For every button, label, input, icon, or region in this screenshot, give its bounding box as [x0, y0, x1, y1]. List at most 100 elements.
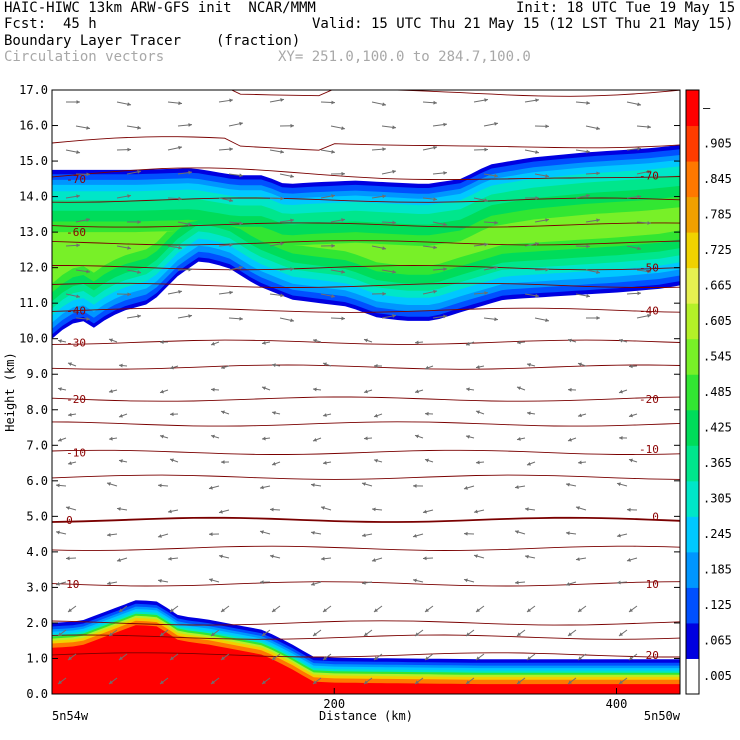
circulation-vector-head-60 — [86, 217, 90, 222]
circulation-vector-head-19 — [443, 122, 447, 127]
circulation-vector-head-176 — [466, 434, 470, 439]
circulation-vector-head-232 — [270, 554, 274, 559]
circulation-vector-head-205 — [117, 507, 121, 511]
circulation-vector-head-249 — [515, 580, 519, 585]
circulation-vector-head-190 — [578, 460, 582, 465]
circulation-vector-head-112 — [290, 318, 294, 323]
circulation-vector-head-255 — [221, 608, 225, 612]
circulation-vector-head-178 — [568, 437, 572, 442]
circulation-vector-head-290 — [160, 680, 164, 684]
circulation-vector-head-220 — [260, 530, 264, 534]
circulation-vector-head-50 — [178, 196, 182, 201]
y-tick-label-2: 2.0 — [26, 616, 48, 630]
circulation-vector-head-253 — [119, 608, 123, 612]
circulation-vector-head-84 — [86, 269, 90, 274]
circulation-vector-head-268 — [262, 632, 266, 636]
circulation-vector-head-20 — [494, 122, 498, 126]
circulation-vector-head-79 — [433, 245, 437, 250]
circulation-vector-head-187 — [425, 458, 429, 463]
circulation-vector-head-208 — [270, 507, 274, 512]
circulation-vector-head-141 — [527, 363, 531, 367]
circulation-vector-head-237 — [525, 554, 529, 559]
circulation-vector-head-156 — [68, 412, 72, 417]
circulation-vector-head-264 — [58, 632, 62, 636]
circulation-vector-head-184 — [272, 461, 276, 466]
circulation-vector-head-18 — [392, 125, 396, 130]
contour-label-left-6: 0 — [66, 514, 73, 527]
circulation-vector-head-173 — [313, 437, 317, 442]
temperature-contour-13 — [52, 282, 680, 288]
circulation-vector-head-37 — [137, 170, 141, 174]
circulation-vector-head-72 — [76, 243, 80, 248]
circulation-vector-head-137 — [323, 362, 327, 367]
circulation-vector-head-244 — [260, 580, 264, 585]
circulation-vector-head-221 — [311, 530, 315, 535]
circulation-vector-head-272 — [466, 632, 470, 636]
circulation-vector-head-144 — [58, 387, 62, 391]
circulation-vector-head-182 — [170, 458, 174, 463]
circulation-vector-head-117 — [545, 318, 549, 323]
circulation-vector-head-3 — [229, 98, 233, 103]
circulation-vector-head-225 — [515, 530, 519, 534]
circulation-vector-head-134 — [170, 365, 174, 370]
circulation-vector-head-8 — [484, 98, 488, 103]
circulation-vector-head-78 — [382, 246, 386, 251]
circulation-vector-head-96 — [76, 294, 80, 299]
circulation-vector-head-270 — [364, 632, 368, 636]
circulation-vector-head-229 — [117, 558, 121, 562]
temperature-contour-4 — [52, 545, 680, 551]
circulation-vector-head-148 — [262, 386, 266, 391]
circulation-vector-head-273 — [517, 632, 521, 636]
circulation-vector-head-64 — [290, 218, 294, 223]
circulation-vector-head-285 — [527, 656, 531, 660]
temperature-contour-17 — [52, 197, 680, 203]
circulation-vector-head-236 — [474, 554, 478, 559]
circulation-vector-head-65 — [341, 218, 345, 222]
circulation-vector-head-73 — [127, 246, 131, 250]
circulation-vector-head-52 — [280, 196, 284, 201]
circulation-vector-head-108 — [86, 317, 90, 321]
circulation-vector-head-124 — [262, 340, 266, 345]
colorbar-label-14: .845 — [703, 172, 732, 186]
circulation-vector-head-183 — [221, 460, 225, 465]
circulation-vector-head-181 — [119, 459, 123, 463]
colorbar-swatch-14 — [686, 161, 699, 198]
circulation-vector-head-166 — [578, 413, 582, 418]
circulation-vector-head-296 — [466, 680, 470, 684]
circulation-vector-head-57 — [535, 196, 539, 200]
circulation-vector-head-38 — [188, 170, 192, 175]
circulation-vector-head-266 — [160, 632, 164, 636]
circulation-vector-head-219 — [209, 532, 213, 537]
circulation-vector-head-277 — [119, 656, 123, 660]
circulation-vector-head-242 — [158, 578, 162, 583]
circulation-vector-head-129 — [517, 340, 521, 345]
circulation-vector-head-51 — [229, 198, 233, 203]
circulation-vector-head-41 — [341, 171, 345, 176]
temperature-contour-15 — [52, 240, 680, 246]
colorbar-label-8: .485 — [703, 385, 732, 399]
circulation-vector-head-201 — [515, 485, 519, 489]
circulation-vector-head-263 — [629, 608, 633, 612]
circulation-vector-head-260 — [476, 608, 480, 612]
circulation-vector-head-202 — [566, 482, 570, 487]
circulation-vector-head-66 — [392, 220, 396, 225]
circulation-vector-head-265 — [109, 632, 113, 636]
circulation-vector-head-70 — [596, 218, 600, 223]
colorbar-swatch-2 — [686, 587, 699, 624]
circulation-vector-head-136 — [272, 363, 276, 368]
circulation-vector-head-198 — [362, 482, 366, 486]
temperature-contour-8 — [52, 421, 680, 427]
circulation-vector-head-71 — [647, 221, 651, 225]
circulation-vector-head-149 — [313, 387, 317, 392]
y-tick-label-6: 6.0 — [26, 474, 48, 488]
circulation-vector-head-227 — [617, 533, 621, 538]
colorbar-label-16: – — [703, 101, 711, 115]
circulation-vector-head-4 — [280, 98, 284, 102]
circulation-vector-head-82 — [586, 244, 590, 249]
circulation-vector-head-154 — [568, 387, 572, 392]
circulation-vector-head-257 — [323, 608, 327, 612]
circulation-vector-head-123 — [211, 341, 215, 346]
circulation-vector-head-295 — [415, 680, 419, 684]
contour-label-left-2: -40 — [66, 304, 86, 317]
y-axis-title: Height (km) — [3, 352, 17, 431]
